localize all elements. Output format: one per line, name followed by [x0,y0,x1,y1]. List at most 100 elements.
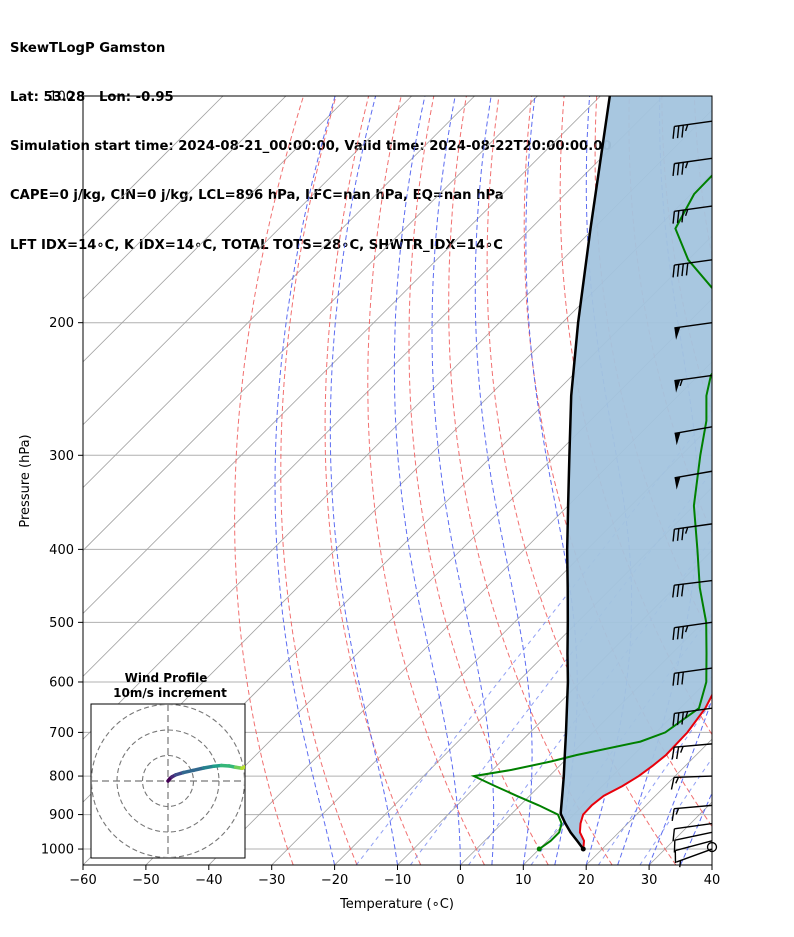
y-tick-label: 900 [49,808,74,823]
isotherm [83,96,664,677]
isotherm [334,487,712,865]
barb-staff [674,523,713,530]
dry-adiabat [367,96,485,865]
wind-barb [674,470,713,490]
hodograph-segment [240,764,245,770]
barb-feather [681,210,684,223]
barb-feather [684,124,689,132]
wind-barb [676,848,713,868]
barb-feather [684,209,689,217]
y-tick-label: 500 [49,616,74,631]
dry-adiabat [324,96,422,865]
wind-barb [672,523,713,542]
barb-feather [672,713,676,726]
wind-barb [671,804,713,822]
barb-feather [672,828,676,842]
barb-feather [681,527,684,541]
x-axis-title: Temperature (∘C) [339,897,454,912]
dry-adiabat [408,96,549,865]
isotherm [145,298,712,865]
barb-feather [675,776,680,784]
surface-temp-point [580,846,586,852]
dry-adiabat [727,96,794,865]
wind-barb [672,157,713,177]
title-line-indices: LFT IDX=14∘C, K IDX=14∘C, TOTAL TOTS=28∘… [10,237,503,253]
barb-staff [674,804,713,810]
barb-staff [674,667,713,675]
wind-barb [672,120,713,139]
x-tick-label: −10 [384,873,411,888]
y-tick-label: 600 [49,675,74,690]
isotherm [83,96,412,426]
moist-adiabat [431,96,495,865]
inset-subtitle: 10m/s increment [113,686,227,700]
inset-plot [91,704,245,858]
barb-feather [676,162,680,176]
barb-feather [681,712,684,725]
inset-ring [91,704,245,858]
y-axis-title: Pressure (hPa) [18,434,33,527]
isotherm [397,549,712,865]
barb-feather [672,585,675,598]
isotherm [83,96,538,552]
barb-feather [672,673,676,686]
wind-barb [674,374,713,393]
isotherm [83,96,287,300]
title-line-location: Lat: 53.28 Lon: -0.95 [10,90,174,106]
barb-staff [674,321,713,329]
mixing-ratio-line [410,471,712,865]
barb-feather [676,125,680,139]
barb-feather [676,210,680,224]
temperature-line [578,693,712,850]
y-tick-label: 100 [49,90,74,105]
barb-feather [681,125,684,138]
isotherm [271,424,712,865]
barb-pennant [674,432,681,446]
barb-staff [674,822,713,830]
barb-feather [681,626,684,639]
barb-staff [674,120,713,128]
wind-barb [670,775,713,790]
barb-feather [681,672,684,685]
barb-staff [674,831,713,841]
wind-barbs [670,120,718,868]
x-tick-label: 10 [515,873,532,888]
dry-adiabat [760,96,794,865]
cin-shading [560,96,712,849]
title-line-station: SkewTLogP Gamston [10,40,166,56]
barb-feather [681,583,684,597]
barb-staff [674,579,713,586]
barb-feather [675,808,680,815]
x-tick-label: 20 [578,873,595,888]
barb-feather [671,747,675,760]
isotherm [83,96,350,363]
calm-wind-marker [706,841,718,853]
moist-adiabat [393,96,461,865]
barb-feather [684,625,689,633]
barb-feather [676,626,680,640]
barb-feather [670,777,675,790]
barb-feather [679,379,683,387]
dewpoint-line [470,174,712,850]
wind-barb [672,667,713,686]
barb-feather [675,746,680,760]
barb-staff [674,743,713,748]
barb-feather [685,263,689,276]
moist-adiabat [617,96,699,865]
y-tick-label: 1000 [41,843,74,858]
isotherm [83,96,224,237]
wind-barb [674,840,713,863]
sounding-plot [470,96,712,852]
hodograph-inset: Wind Profile 10m/s increment [90,671,246,859]
wind-barb [672,707,713,726]
barb-feather [672,529,676,542]
title-line-cape: CAPE=0 j/kg, CIN=0 j/kg, LCL=896 hPa, LF… [10,188,504,204]
y-tick-label: 800 [49,770,74,785]
x-tick-label: −20 [321,873,348,888]
surface-dewpoint-point [536,846,542,852]
barb-pennant [674,327,681,340]
x-tick-label: 30 [641,873,658,888]
y-tick-label: 300 [49,449,74,464]
isotherm [711,864,712,865]
